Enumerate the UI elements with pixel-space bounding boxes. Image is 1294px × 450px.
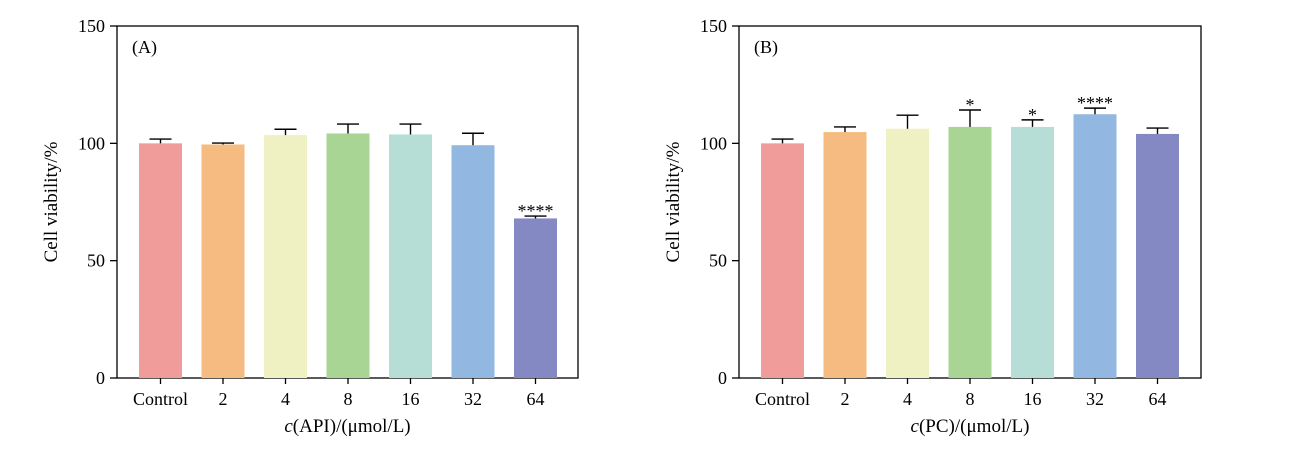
x-tick-label: 8: [966, 389, 975, 409]
x-tick-label: 64: [1149, 389, 1167, 409]
bar: [886, 128, 929, 378]
x-axis-label-unit: (PC)/(μmol/L): [919, 416, 1029, 437]
x-tick-label: 64: [527, 389, 545, 409]
y-axis-label: Cell viability/%: [663, 141, 684, 262]
bar: [451, 145, 495, 378]
chart-panel: 0 50 100 150 Cell viability/% (A) Control 2 4 8 16…: [41, 16, 579, 437]
bar: [1073, 114, 1117, 378]
bar: [1011, 126, 1054, 378]
x-tick-label: Control: [133, 389, 188, 409]
x-tick-label: 32: [1086, 389, 1104, 409]
bar: [389, 134, 432, 378]
bar: [823, 132, 867, 378]
y-tick-label: 0: [96, 368, 105, 388]
significance-label: ****: [1077, 93, 1113, 113]
bar: [139, 143, 182, 378]
x-tick-label: 2: [841, 389, 850, 409]
bar: [1136, 133, 1179, 378]
significance-label: ****: [518, 201, 554, 221]
y-tick-label: 100: [700, 133, 727, 153]
chart-panel: 0 50 100 150 Cell viability/% (B) Control 2 4 * 8 *…: [663, 16, 1202, 437]
y-tick-label: 100: [78, 133, 105, 153]
bar: [264, 135, 307, 378]
x-axis-label: c(PC)/(μmol/L): [911, 416, 1030, 437]
y-tick-label: 150: [700, 16, 727, 36]
y-tick-label: 50: [709, 251, 727, 271]
y-tick-label: 50: [87, 251, 105, 271]
x-tick-label: Control: [755, 389, 810, 409]
x-tick-label: 2: [219, 389, 228, 409]
x-tick-label: 4: [903, 389, 912, 409]
x-axis-label-variable: c: [284, 416, 293, 437]
bar: [201, 144, 245, 378]
bar: [948, 126, 992, 378]
y-tick-label: 150: [78, 16, 105, 36]
panel-label: (A): [132, 37, 157, 58]
x-axis-label-unit: (API)/(μmol/L): [293, 416, 411, 437]
y-tick-label: 0: [718, 368, 727, 388]
x-tick-label: 32: [464, 389, 482, 409]
x-axis-label: c(API)/(μmol/L): [284, 416, 410, 437]
significance-label: *: [966, 95, 975, 115]
bar: [761, 143, 804, 378]
bar: [514, 218, 557, 378]
x-tick-label: 4: [281, 389, 290, 409]
significance-label: *: [1028, 105, 1037, 125]
bar: [326, 133, 370, 378]
x-tick-label: 8: [344, 389, 353, 409]
panel-label: (B): [754, 37, 778, 58]
x-axis-label-variable: c: [911, 416, 920, 437]
x-tick-label: 16: [402, 389, 420, 409]
x-tick-label: 16: [1024, 389, 1042, 409]
y-axis-label: Cell viability/%: [41, 141, 62, 262]
